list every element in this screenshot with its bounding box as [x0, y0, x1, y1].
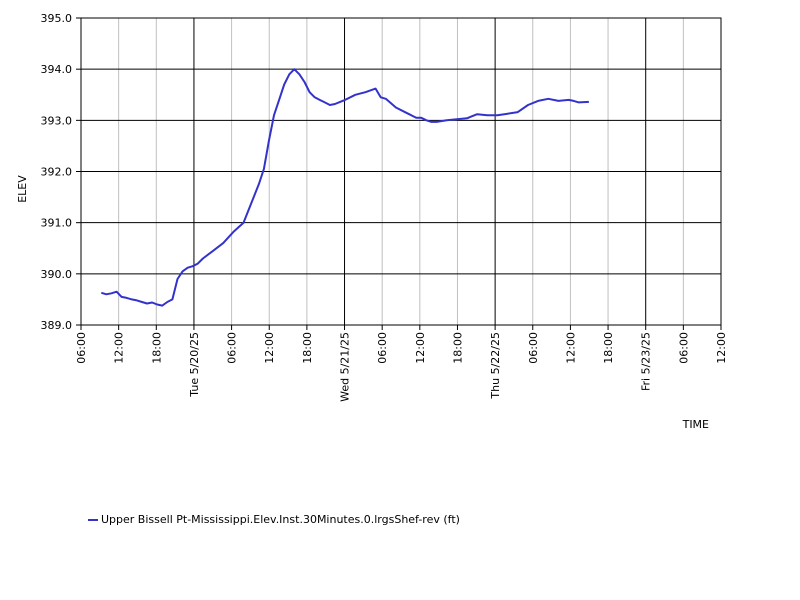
y-tick-label: 389.0: [41, 319, 73, 332]
x-tick-label: 06:00: [376, 332, 389, 364]
legend-label: Upper Bissell Pt-Mississippi.Elev.Inst.3…: [101, 513, 460, 526]
y-tick-label: 391.0: [41, 217, 73, 230]
grid: [80, 17, 722, 326]
y-tick-label: 395.0: [41, 12, 73, 25]
y-axis-label: ELEV: [16, 175, 29, 203]
legend: Upper Bissell Pt-Mississippi.Elev.Inst.3…: [88, 513, 460, 526]
series-layer: [101, 68, 589, 307]
x-axis-ticks: 06:00 12:00 18:00 Tue 5/20/25 06:00 12:00 18:0…: [75, 325, 728, 402]
x-tick-label: Tue 5/20/25: [188, 332, 201, 398]
y-axis-ticks: 389.0 390.0 391.0 392.0 393.0 394.0 395.0: [41, 12, 81, 332]
x-tick-label: 06:00: [677, 332, 690, 364]
x-tick-label: 12:00: [113, 332, 126, 364]
x-tick-label: 12:00: [715, 332, 728, 364]
y-tick-label: 393.0: [41, 114, 73, 127]
x-tick-label: 18:00: [602, 332, 615, 364]
x-axis-label: TIME: [682, 418, 709, 431]
x-tick-label: 18:00: [150, 332, 163, 364]
x-tick-label: 18:00: [301, 332, 314, 364]
x-tick-label: Wed 5/21/25: [339, 332, 352, 402]
series-line: [101, 68, 589, 307]
y-tick-label: 390.0: [41, 268, 73, 281]
y-tick-label: 394.0: [41, 63, 73, 76]
x-tick-label: 12:00: [564, 332, 577, 364]
x-tick-label: Thu 5/22/25: [489, 332, 502, 400]
x-tick-label: 06:00: [226, 332, 239, 364]
x-tick-label: 06:00: [527, 332, 540, 364]
x-tick-label: 12:00: [414, 332, 427, 364]
x-tick-label: Fri 5/23/25: [640, 332, 653, 391]
x-tick-label: 06:00: [75, 332, 88, 364]
y-tick-label: 392.0: [41, 166, 73, 179]
x-tick-label: 18:00: [451, 332, 464, 364]
legend-swatch: [88, 518, 98, 521]
x-tick-label: 12:00: [263, 332, 276, 364]
